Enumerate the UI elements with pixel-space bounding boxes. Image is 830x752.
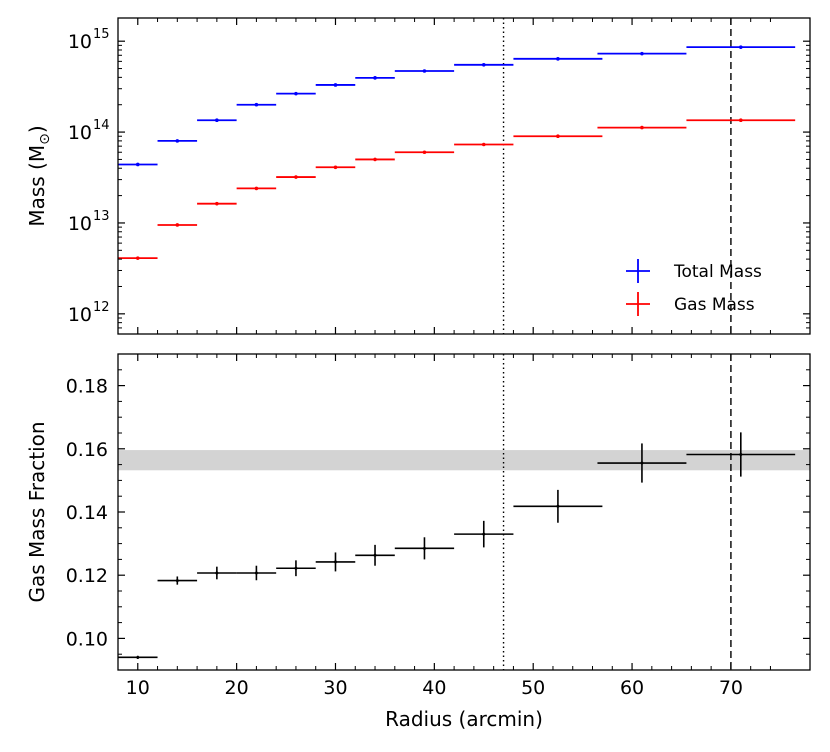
- gas-mass-point-11: [739, 118, 743, 123]
- top-y-tick-label-base: 10: [68, 213, 92, 235]
- cosmic-baryon-fraction-band: [118, 450, 810, 471]
- legend: Total Mass Gas Mass: [626, 259, 762, 316]
- total-mass-point-0: [135, 162, 140, 167]
- bottom-plot-area: [118, 354, 810, 670]
- top-y-tick-label-exp-1: 13: [93, 209, 110, 224]
- top-y-tick-label-exp-0: 12: [93, 300, 110, 315]
- gas-mass-point-1: [175, 223, 180, 227]
- bottom-y-tick-label-4: 0.18: [66, 376, 108, 398]
- gas-fraction-point-0: [136, 655, 140, 659]
- total-mass-point-5: [333, 83, 338, 87]
- top-y-axis-title: Mass (M⊙): [25, 125, 53, 226]
- bottom-plot-frame: [117, 353, 811, 671]
- top-plot-area: [118, 18, 810, 334]
- x-axis-title: Radius (arcmin): [385, 707, 543, 731]
- x-tick-label-4: 50: [521, 677, 545, 699]
- gas-mass-point-8: [481, 142, 486, 147]
- gas-mass-point-5: [333, 165, 338, 170]
- gas-fraction-point-8: [482, 532, 486, 536]
- gas-mass-point-0: [135, 256, 140, 260]
- top-y-tick-label-exp-2: 14: [93, 118, 110, 133]
- top-y-tick-label-1: 10: [68, 213, 92, 235]
- gas-fraction-point-5: [333, 560, 337, 564]
- legend-gas-mass-label: Gas Mass: [674, 295, 755, 315]
- top-y-tick-label-exp-3: 15: [93, 27, 110, 42]
- x-tick-label-1: 20: [225, 677, 249, 699]
- total-mass-point-3: [254, 102, 259, 107]
- bottom-y-tick-label-1: 0.12: [66, 565, 108, 587]
- total-mass-point-4: [294, 91, 298, 96]
- top-y-tick-label-base: 10: [68, 304, 92, 326]
- top-y-tick-label-2: 10: [68, 122, 92, 144]
- top-y-tick-label-base: 10: [68, 31, 92, 53]
- gas-mass-point-10: [640, 125, 644, 130]
- gas-fraction-point-4: [294, 566, 298, 570]
- total-mass-point-8: [481, 62, 486, 67]
- legend-total-mass-label: Total Mass: [673, 262, 762, 282]
- gas-fraction-point-10: [640, 461, 644, 465]
- gas-fraction-point-9: [556, 504, 560, 508]
- bottom-y-tick-label-3: 0.16: [66, 439, 108, 461]
- top-y-tick-label-3: 10: [68, 31, 92, 53]
- gas-mass-point-2: [215, 201, 219, 206]
- total-mass-point-2: [215, 118, 219, 123]
- top-y-axis-title-main: Mass (M: [25, 145, 49, 227]
- top-y-axis-title-sub: ⊙: [37, 133, 53, 145]
- total-mass-point-7: [422, 69, 427, 73]
- gas-mass-point-4: [294, 175, 298, 179]
- gas-mass-point-7: [422, 150, 427, 155]
- total-mass-point-11: [739, 45, 743, 49]
- total-mass-point-9: [556, 57, 560, 61]
- gas-mass-point-6: [373, 157, 377, 162]
- gas-fraction-point-6: [373, 553, 377, 557]
- bottom-y-tick-label-0: 0.10: [66, 628, 108, 650]
- x-tick-label-5: 60: [620, 677, 644, 699]
- gas-fraction-point-2: [215, 571, 219, 575]
- top-y-tick-label-base: 10: [68, 122, 92, 144]
- gas-fraction-point-1: [175, 579, 179, 583]
- top-y-axis-title-close: ): [25, 125, 49, 133]
- top-y-tick-label-0: 10: [68, 304, 92, 326]
- total-mass-point-10: [640, 51, 644, 56]
- total-mass-point-1: [175, 139, 180, 143]
- total-mass-point-6: [373, 76, 377, 80]
- x-tick-label-0: 10: [126, 677, 150, 699]
- gas-fraction-point-11: [739, 452, 743, 456]
- x-tick-label-3: 40: [422, 677, 446, 699]
- x-tick-label-2: 30: [323, 677, 347, 699]
- gas-fraction-point-7: [422, 546, 426, 550]
- gas-mass-point-3: [254, 186, 259, 191]
- bottom-panel: 10 20 30 40 50 60 70 0.10 0.12 0.14 0.16 0.18 Gas M…: [25, 353, 811, 731]
- gas-mass-point-9: [556, 134, 560, 139]
- bottom-y-tick-label-2: 0.14: [66, 502, 108, 524]
- x-tick-label-6: 70: [719, 677, 743, 699]
- bottom-y-axis-title: Gas Mass Fraction: [25, 421, 49, 602]
- top-plot-frame: [117, 17, 811, 335]
- gas-fraction-point-3: [254, 571, 258, 575]
